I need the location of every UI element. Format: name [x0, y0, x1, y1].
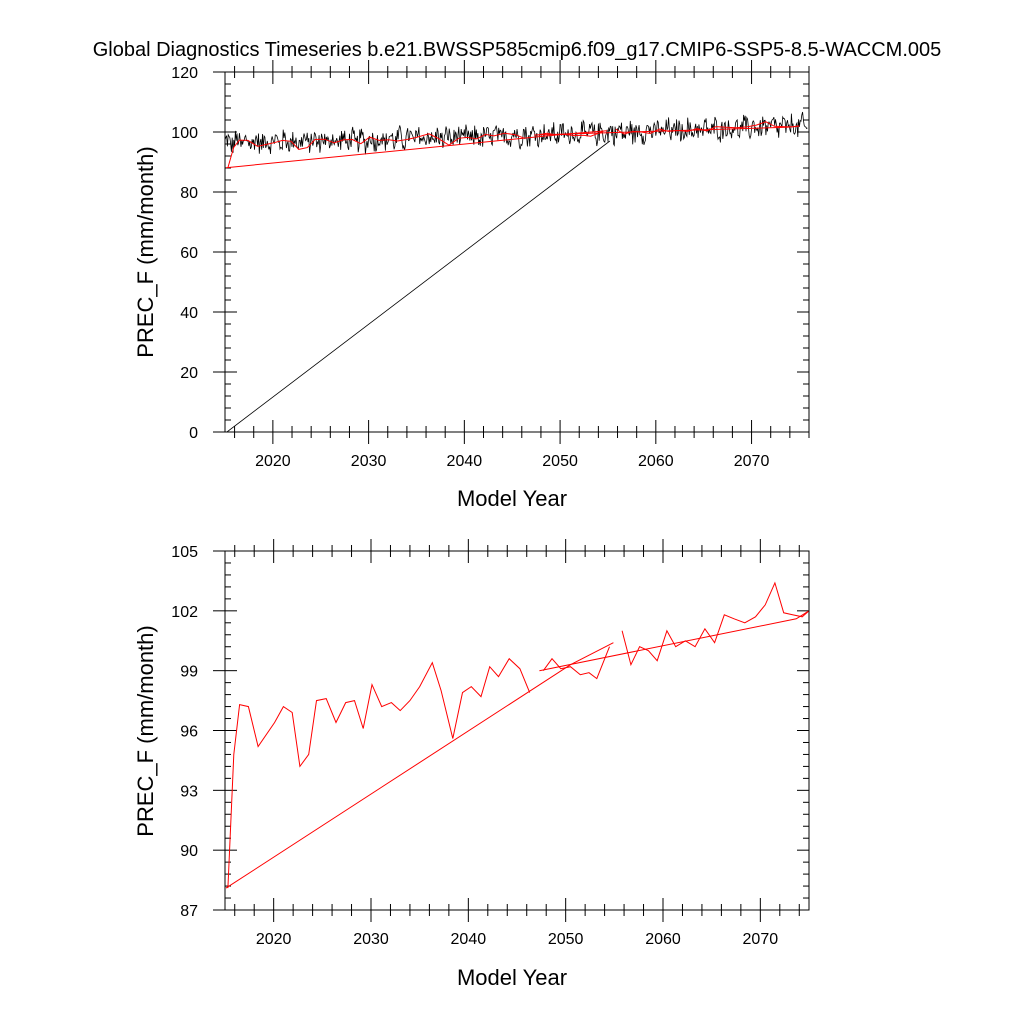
bottom-panel-data — [225, 581, 809, 889]
y-tick-label: 105 — [171, 544, 198, 561]
top-panel-y-tick-labels: 0 20 40 60 80 100 120 — [171, 65, 198, 442]
annual-mean-line-segment-0 — [227, 132, 525, 168]
x-tick-label: 2020 — [256, 931, 292, 948]
bottom-panel-frame — [224, 550, 810, 911]
x-tick-label: 2050 — [542, 453, 578, 470]
bottom-panel-y-tick-labels: 87 90 93 96 99 102 105 — [171, 544, 198, 920]
annual-mean-line-segment-1 — [542, 646, 610, 680]
x-tick-label: 2060 — [638, 453, 674, 470]
annual-mean-line-segment-2 — [615, 121, 800, 135]
x-tick-label: 2040 — [451, 931, 487, 948]
x-tick-label: 2050 — [548, 931, 584, 948]
plot-area — [225, 581, 809, 889]
top-panel-xlabel: Model Year — [457, 486, 567, 511]
y-tick-label: 100 — [171, 125, 198, 142]
y-tick-label: 96 — [180, 724, 198, 741]
top-panel-x-tick-labels: 2020 2030 2040 2050 2060 2070 — [255, 453, 769, 470]
annual-mean-line-segment-3 — [225, 642, 614, 889]
y-tick-label: 40 — [180, 305, 198, 322]
y-tick-label: 87 — [180, 903, 198, 920]
y-tick-label: 80 — [180, 185, 198, 202]
annual-mean-line-segment-0 — [227, 657, 531, 889]
monthly-wrap-line — [226, 140, 611, 432]
y-tick-label: 120 — [171, 65, 198, 82]
y-tick-label: 60 — [180, 245, 198, 262]
y-tick-label: 102 — [171, 604, 198, 621]
x-tick-label: 2070 — [734, 453, 770, 470]
x-tick-label: 2030 — [353, 931, 389, 948]
top-panel-frame — [224, 71, 810, 433]
bottom-panel-x-tick-labels: 2020 2030 2040 2050 2060 2070 — [256, 931, 778, 948]
annual-mean-line-segment-4 — [539, 610, 809, 672]
annual-mean-line-segment-4 — [534, 125, 800, 136]
top-panel-ticks — [213, 60, 810, 444]
bottom-panel-ylabel: PREC_F (mm/month) — [133, 625, 158, 836]
plot-area — [225, 111, 808, 432]
figure-title: Global Diagnostics Timeseries b.e21.BWSS… — [93, 39, 942, 61]
annual-mean-line-segment-2 — [621, 581, 809, 667]
top-panel-ylabel: PREC_F (mm/month) — [133, 146, 158, 357]
x-tick-label: 2020 — [255, 453, 291, 470]
x-tick-label: 2030 — [351, 453, 387, 470]
y-tick-label: 99 — [180, 664, 198, 681]
y-tick-label: 90 — [180, 843, 198, 860]
bottom-panel-xlabel: Model Year — [457, 965, 567, 990]
top-panel-data — [225, 111, 808, 432]
annual-mean-line-segment-1 — [537, 130, 604, 137]
y-tick-label: 20 — [180, 365, 198, 382]
x-tick-label: 2040 — [447, 453, 483, 470]
monthly-line — [225, 111, 808, 155]
x-tick-label: 2060 — [645, 931, 681, 948]
y-tick-label: 93 — [180, 783, 198, 800]
bottom-panel: 87 90 93 96 99 102 105 2020 2030 2040 2050 2060 207… — [133, 539, 810, 990]
y-tick-label: 0 — [189, 425, 198, 442]
x-tick-label: 2070 — [743, 931, 779, 948]
bottom-panel-ticks — [213, 539, 809, 922]
